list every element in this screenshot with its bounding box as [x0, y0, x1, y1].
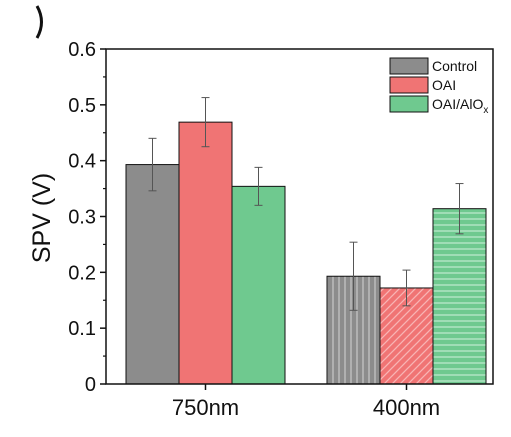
bar-oai-alo-750nm: [231, 185, 286, 385]
bar-oai-750nm: [178, 121, 233, 385]
bar-oai-alo-400nm: [432, 208, 487, 385]
error-bars-layer: [148, 97, 464, 311]
legend-swatch-control: [389, 57, 429, 75]
y-tick-label: 0.2: [68, 262, 96, 284]
legend-label: OAI: [432, 77, 456, 93]
y-tick-label: 0.3: [68, 207, 96, 229]
x-tick-label: 400nm: [373, 395, 440, 420]
x-axis: 750nm 400nm: [172, 384, 440, 420]
y-tick-label: 0.5: [68, 95, 96, 117]
x-tick-label: 750nm: [172, 395, 239, 420]
bar-control-750nm: [125, 164, 180, 385]
y-tick-label: 0.4: [68, 151, 96, 173]
legend-label: OAI/AlOx: [432, 96, 488, 116]
y-tick-label: 0: [85, 374, 96, 396]
bars-layer: [125, 121, 487, 385]
y-axis-label: SPV (V): [28, 173, 56, 263]
y-tick-label: 0.6: [68, 39, 96, 61]
legend: Control OAI OAI/AlOx: [389, 57, 489, 116]
legend-label: Control: [432, 58, 477, 74]
legend-swatch-oai: [389, 76, 429, 94]
y-tick-label: 0.1: [68, 318, 96, 340]
legend-swatch-oai-alo: [389, 95, 429, 113]
panel-label-fragment: [34, 2, 48, 42]
y-axis: 0 0.1 0.2 0.3 0.4 0.5 0.6: [68, 39, 106, 396]
